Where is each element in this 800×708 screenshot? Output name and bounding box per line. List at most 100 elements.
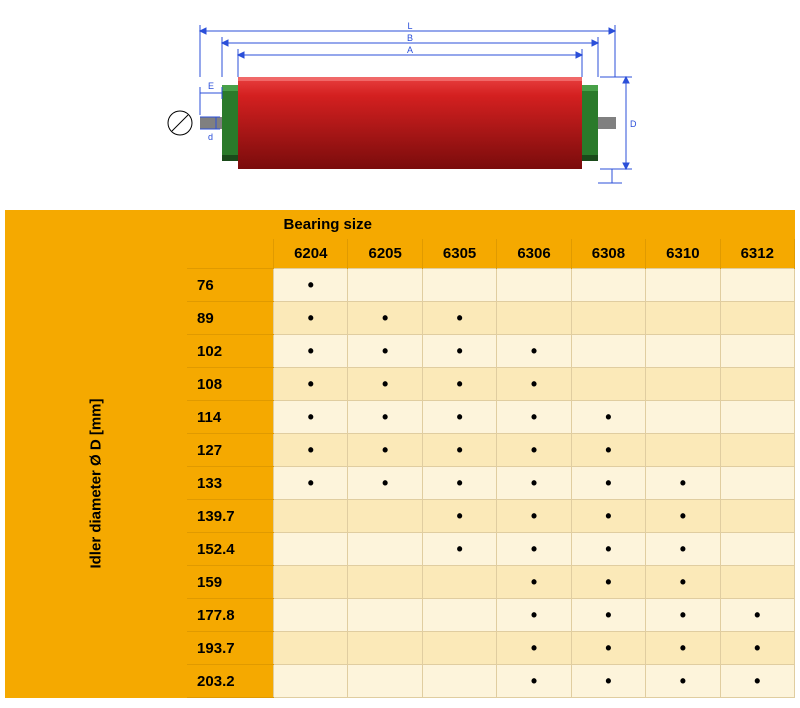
bearing-size-table: Bearing size 620462056305630663086310631… <box>5 210 795 698</box>
endcap-left <box>222 85 238 161</box>
dim-label-A: A <box>407 45 413 55</box>
compat-cell <box>720 401 794 434</box>
compat-cell <box>720 632 794 665</box>
compat-cell <box>274 500 348 533</box>
column-header: 6205 <box>348 239 422 269</box>
compat-cell <box>720 566 794 599</box>
roller-diagram: L B A <box>0 0 800 210</box>
compat-cell <box>646 434 720 467</box>
compat-cell <box>720 434 794 467</box>
side-label-cell: Idler diameter Ø D [mm] <box>5 269 187 698</box>
compat-cell <box>348 665 422 698</box>
row-label: 102 <box>187 335 274 368</box>
compat-cell <box>422 368 496 401</box>
row-label: 177.8 <box>187 599 274 632</box>
column-header: 6306 <box>497 239 571 269</box>
compat-cell <box>720 500 794 533</box>
compat-cell <box>720 335 794 368</box>
compat-cell <box>720 467 794 500</box>
compat-cell <box>571 599 645 632</box>
compat-cell <box>497 269 571 302</box>
row-label: 89 <box>187 302 274 335</box>
dim-label-L: L <box>407 21 412 31</box>
shaft-right <box>598 117 616 129</box>
compat-cell <box>646 401 720 434</box>
compat-cell <box>274 269 348 302</box>
compat-cell <box>497 599 571 632</box>
compat-cell <box>497 665 571 698</box>
compat-cell <box>646 335 720 368</box>
compat-cell <box>497 401 571 434</box>
compat-cell <box>571 434 645 467</box>
compat-cell <box>274 401 348 434</box>
compat-cell <box>422 533 496 566</box>
compat-cell <box>422 599 496 632</box>
compat-cell <box>571 500 645 533</box>
compat-cell <box>497 533 571 566</box>
compat-cell <box>497 302 571 335</box>
row-label: 133 <box>187 467 274 500</box>
compat-cell <box>274 335 348 368</box>
compat-cell <box>646 632 720 665</box>
compat-cell <box>720 368 794 401</box>
compat-cell <box>571 335 645 368</box>
compat-cell <box>646 467 720 500</box>
compat-cell <box>571 302 645 335</box>
compat-cell <box>422 302 496 335</box>
column-header: 6305 <box>422 239 496 269</box>
compat-cell <box>571 269 645 302</box>
row-label: 203.2 <box>187 665 274 698</box>
compat-cell <box>646 500 720 533</box>
compat-cell <box>571 632 645 665</box>
compat-cell <box>497 434 571 467</box>
row-label: 76 <box>187 269 274 302</box>
compat-cell <box>571 665 645 698</box>
compat-cell <box>274 434 348 467</box>
compat-cell <box>348 368 422 401</box>
compat-cell <box>274 665 348 698</box>
compat-cell <box>720 599 794 632</box>
dim-label-B: B <box>407 33 413 43</box>
table-corner <box>5 210 274 269</box>
compat-cell <box>497 566 571 599</box>
row-label: 152.4 <box>187 533 274 566</box>
column-header: 6310 <box>646 239 720 269</box>
compat-cell <box>348 401 422 434</box>
compat-cell <box>720 269 794 302</box>
compat-cell <box>497 500 571 533</box>
compat-cell <box>422 401 496 434</box>
compat-cell <box>348 533 422 566</box>
bearing-table-wrap: Bearing size 620462056305630663086310631… <box>0 210 800 708</box>
compat-cell <box>720 665 794 698</box>
compat-cell <box>646 533 720 566</box>
compat-cell <box>720 302 794 335</box>
compat-cell <box>348 335 422 368</box>
compat-cell <box>422 269 496 302</box>
compat-cell <box>646 599 720 632</box>
compat-cell <box>422 500 496 533</box>
row-label: 108 <box>187 368 274 401</box>
column-header: 6204 <box>274 239 348 269</box>
dim-label-D: D <box>630 119 637 129</box>
compat-cell <box>646 368 720 401</box>
side-label-text: Idler diameter Ø D [mm] <box>88 398 105 568</box>
compat-cell <box>571 467 645 500</box>
compat-cell <box>348 566 422 599</box>
shaft-left <box>200 117 222 129</box>
endcap-right <box>582 85 598 161</box>
compat-cell <box>497 335 571 368</box>
dim-label-E: E <box>208 81 214 91</box>
compat-cell <box>497 467 571 500</box>
compat-cell <box>422 434 496 467</box>
compat-cell <box>646 566 720 599</box>
column-header: 6308 <box>571 239 645 269</box>
compat-cell <box>348 500 422 533</box>
compat-cell <box>422 467 496 500</box>
compat-cell <box>348 632 422 665</box>
compat-cell <box>348 269 422 302</box>
compat-cell <box>274 566 348 599</box>
table-row: Idler diameter Ø D [mm]76 <box>5 269 795 302</box>
compat-cell <box>646 665 720 698</box>
compat-cell <box>274 599 348 632</box>
row-label: 159 <box>187 566 274 599</box>
